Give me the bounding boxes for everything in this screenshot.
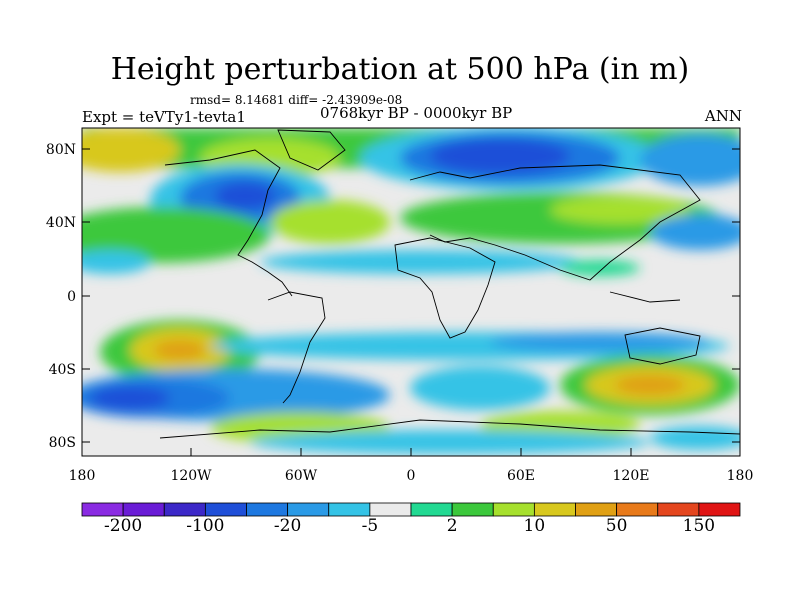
season-label: ANN: [704, 107, 742, 125]
colorbar-swatch: [575, 502, 618, 517]
colorbar-label: 50: [605, 516, 628, 536]
lat-label: 40S: [49, 362, 76, 378]
experiment-label: Expt = teVTy1-tevta1: [82, 108, 246, 126]
lon-label: 0: [407, 468, 416, 484]
colorbar-swatch: [204, 502, 247, 517]
lat-label: 0: [67, 289, 76, 305]
lat-label: 80N: [46, 142, 76, 158]
lon-label: 180: [727, 468, 754, 484]
colorbar-swatch: [657, 502, 700, 517]
colorbar-label: -200: [104, 516, 143, 536]
colorbar-swatch: [246, 502, 289, 517]
lon-label: 120E: [613, 468, 650, 484]
lon-label: 60W: [285, 468, 318, 484]
colorbar: [81, 502, 741, 517]
lon-label: 180: [69, 468, 96, 484]
colorbar-swatch: [369, 502, 412, 517]
colorbar-swatch: [698, 502, 741, 517]
colorbar-label: 2: [446, 516, 458, 536]
colorbar-swatch: [616, 502, 659, 517]
axis-ticks: [82, 148, 740, 456]
period-label: 0768kyr BP - 0000kyr BP: [320, 104, 513, 122]
colorbar-swatch: [451, 502, 494, 517]
colorbar-label: -20: [273, 516, 302, 536]
colorbar-label: 10: [523, 516, 546, 536]
colorbar-swatch: [328, 502, 371, 517]
colorbar-swatch: [533, 502, 576, 517]
coastlines: [159, 129, 740, 439]
colorbar-swatch: [287, 502, 330, 517]
lon-label: 60E: [507, 468, 535, 484]
colorbar-swatch: [410, 502, 453, 517]
colorbar-swatch: [81, 502, 124, 517]
colorbar-swatch: [492, 502, 535, 517]
lat-label: 40N: [46, 215, 76, 231]
colorbar-swatch: [122, 502, 165, 517]
colorbar-label: -5: [361, 516, 379, 536]
colorbar-label: 150: [682, 516, 716, 536]
lat-label: 80S: [49, 435, 76, 451]
lon-label: 120W: [170, 468, 212, 484]
plot-title: Height perturbation at 500 hPa (in m): [110, 52, 690, 87]
colorbar-swatch: [163, 502, 206, 517]
stats-text: rmsd= 8.14681 diff= -2.43909e-08: [190, 93, 403, 107]
contour-field: [82, 128, 740, 456]
colorbar-label: -100: [186, 516, 225, 536]
